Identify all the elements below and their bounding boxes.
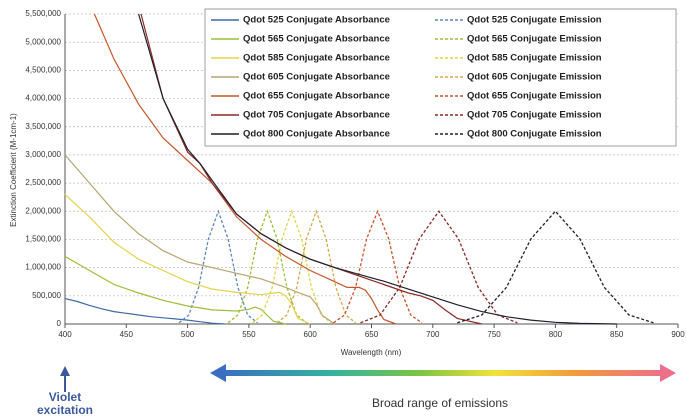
y-tick-label: 2,000,000 — [25, 206, 61, 215]
series-line — [227, 209, 307, 324]
excitation-arrow — [60, 366, 70, 392]
legend-label: Qdot 565 Conjugate Absorbance — [243, 34, 390, 45]
emission-range-arrow — [210, 364, 676, 382]
series-line — [333, 209, 423, 324]
series-line — [276, 209, 357, 324]
x-tick-label: 550 — [242, 330, 256, 339]
y-tick-label: 0 — [57, 319, 62, 328]
y-tick-label: 1,500,000 — [25, 235, 61, 244]
x-tick-label: 450 — [120, 330, 134, 339]
y-tick-label: 5,000,000 — [25, 37, 61, 46]
series-line — [457, 210, 654, 324]
x-tick-label: 850 — [610, 330, 624, 339]
y-tick-label: 500,000 — [32, 291, 61, 300]
legend-label: Qdot 800 Conjugate Emission — [467, 129, 602, 140]
series-line — [93, 13, 397, 325]
series-line — [64, 193, 311, 325]
series-line — [138, 13, 617, 325]
legend-label: Qdot 655 Conjugate Emission — [467, 91, 602, 102]
x-tick-label: 600 — [304, 330, 318, 339]
annotation: Violet — [49, 390, 81, 404]
y-tick-label: 4,000,000 — [25, 94, 61, 103]
y-tick-label: 1,000,000 — [25, 263, 61, 272]
grid: 0 500,000 1,000,000 1,500,000 2,000,000 2,500… — [25, 9, 685, 339]
series-line — [178, 209, 258, 324]
legend-label: Qdot 525 Conjugate Absorbance — [243, 15, 390, 26]
legend-label: Qdot 800 Conjugate Absorbance — [243, 129, 390, 140]
y-tick-label: 2,500,000 — [25, 178, 61, 187]
x-tick-label: 400 — [58, 330, 72, 339]
series-line — [252, 209, 332, 324]
x-axis-title: Wavelength (nm) — [341, 348, 402, 357]
legend-label: Qdot 585 Conjugate Emission — [467, 53, 602, 64]
series-line — [360, 210, 518, 324]
x-tick-label: 650 — [365, 330, 379, 339]
legend-label: Qdot 565 Conjugate Emission — [467, 34, 602, 45]
legend-label: Qdot 705 Conjugate Absorbance — [243, 110, 390, 121]
y-tick-label: 3,000,000 — [25, 150, 61, 159]
legend-label: Qdot 605 Conjugate Absorbance — [243, 72, 390, 83]
annotation: excitation — [37, 403, 93, 416]
legend-label: Qdot 585 Conjugate Absorbance — [243, 53, 390, 64]
legend-label: Qdot 705 Conjugate Emission — [467, 110, 602, 121]
legend: Qdot 525 Conjugate Absorbance Qdot 525 Co… — [204, 8, 677, 147]
x-tick-label: 700 — [426, 330, 440, 339]
series-line — [64, 255, 286, 325]
legend-label: Qdot 605 Conjugate Emission — [467, 72, 602, 83]
y-tick-label: 3,500,000 — [25, 122, 61, 131]
x-tick-label: 900 — [671, 330, 685, 339]
legend-label: Qdot 655 Conjugate Absorbance — [243, 91, 390, 102]
x-tick-label: 800 — [549, 330, 563, 339]
x-tick-label: 500 — [181, 330, 195, 339]
y-tick-label: 4,500,000 — [25, 65, 61, 74]
legend-label: Qdot 525 Conjugate Emission — [467, 15, 602, 26]
annotation: Broad range of emissions — [372, 396, 508, 410]
y-axis-title: Extinction Coefficient (M-1cm-1) — [9, 113, 18, 227]
x-tick-label: 750 — [487, 330, 501, 339]
y-tick-label: 5,500,000 — [25, 9, 61, 18]
series-line — [64, 298, 225, 325]
plot-lines — [64, 13, 654, 325]
series-line — [64, 154, 336, 325]
